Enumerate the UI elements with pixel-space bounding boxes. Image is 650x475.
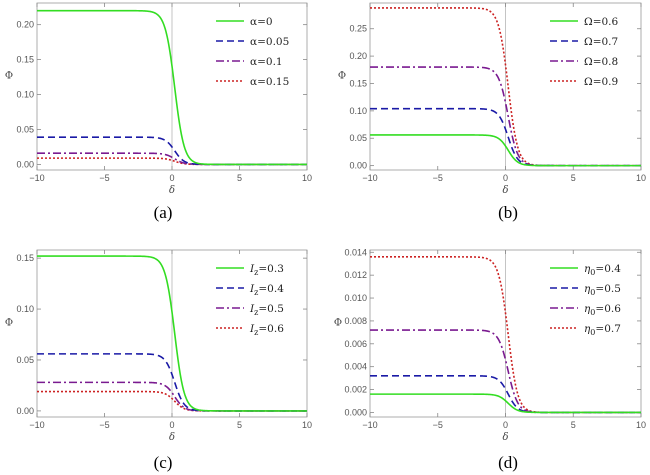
- series-line-1: [37, 255, 307, 412]
- chart-panel-3: −10 −5 0 5 10 0.00 0.05 0.10 0.15 δ Φ Iz=0.3 Iz=0.4 I…: [5, 249, 312, 472]
- x-axis-label: δ: [169, 185, 175, 196]
- legend-entry-label: η0=0.7: [584, 323, 621, 337]
- y-tick-label: 0.012: [344, 270, 367, 280]
- series-line-1: [370, 134, 641, 167]
- x-tick-label: 5: [571, 420, 576, 430]
- legend-entry-label: α=0.05: [250, 36, 289, 48]
- panel-caption: (b): [498, 203, 518, 222]
- y-tick-label: 0.05: [349, 133, 367, 143]
- series-line-1: [370, 393, 641, 414]
- y-tick-label: 0.25: [349, 24, 367, 34]
- x-tick-label: 10: [636, 420, 646, 430]
- chart-panel-1: −10 −5 0 5 10 0.00 0.05 0.10 0.15 0.20 δ Φα=0 α=0.05…: [5, 2, 312, 222]
- legend-entry-label: α=0: [250, 16, 273, 28]
- x-tick-label: 10: [302, 420, 312, 430]
- legend-entry-label: η0=0.4: [584, 263, 621, 277]
- y-axis-label: Φ: [5, 71, 13, 82]
- legend-entry-label: Iz=0.6: [249, 323, 284, 337]
- y-tick-label: 0.00: [16, 159, 34, 169]
- y-tick-label: 0.000: [344, 407, 367, 417]
- y-tick-label: 0.006: [344, 339, 367, 349]
- legend-entry-label: Ω=0.9: [584, 76, 618, 88]
- legend-entry-label: Iz=0.4: [249, 283, 284, 297]
- y-axis-label: Φ: [5, 318, 13, 329]
- panel-caption: (d): [498, 453, 518, 472]
- y-tick-label: 0.20: [16, 20, 34, 30]
- legend-entry-label: α=0.1: [250, 56, 283, 68]
- chart-panel-2: −10 −5 0 5 10 0.00 0.05 0.10 0.15 0.20 0.25 δ Φ Ω=0.6…: [338, 2, 646, 222]
- y-tick-label: 0.15: [16, 253, 34, 263]
- y-tick-label: 0.00: [349, 161, 367, 171]
- series-line-1: [37, 9, 307, 166]
- x-tick-label: 5: [571, 173, 576, 183]
- y-tick-label: 0.010: [344, 293, 367, 303]
- y-tick-label: 0.004: [344, 362, 367, 372]
- y-tick-label: 0.00: [16, 406, 34, 416]
- x-tick-label: −5: [99, 420, 109, 430]
- y-tick-label: 0.10: [16, 304, 34, 314]
- x-tick-label: 0: [503, 173, 508, 183]
- x-tick-label: −10: [362, 173, 377, 183]
- x-tick-label: −10: [29, 173, 44, 183]
- panel-caption: (a): [154, 203, 173, 222]
- x-tick-label: 10: [302, 173, 312, 183]
- legend-entry-label: Ω=0.7: [584, 36, 618, 48]
- panel-caption: (c): [154, 453, 173, 472]
- y-tick-label: 0.05: [16, 124, 34, 134]
- y-tick-label: 0.15: [16, 55, 34, 65]
- y-tick-label: 0.002: [344, 385, 367, 395]
- chart-panel-4: −10 −5 0 5 10 0.000 0.002 0.004 0.006 0.008 0.010 0…: [334, 247, 646, 472]
- legend-entry-label: Iz=0.3: [249, 263, 284, 277]
- y-tick-label: 0.05: [16, 355, 34, 365]
- x-tick-label: −5: [433, 420, 443, 430]
- legend-entry-label: η0=0.6: [584, 303, 621, 317]
- x-tick-label: −5: [433, 173, 443, 183]
- y-tick-label: 0.10: [349, 106, 367, 116]
- x-tick-label: −5: [99, 173, 109, 183]
- y-axis-label: Φ: [334, 318, 342, 329]
- y-axis-label: Φ: [338, 71, 346, 82]
- legend-entry-label: Ω=0.8: [584, 56, 618, 68]
- x-tick-label: 5: [237, 173, 242, 183]
- x-tick-label: 0: [503, 420, 508, 430]
- y-tick-label: 0.10: [16, 90, 34, 100]
- series-line-4: [37, 390, 307, 412]
- x-axis-label: δ: [169, 432, 175, 443]
- series-line-4: [370, 256, 641, 414]
- x-tick-label: 0: [169, 173, 174, 183]
- x-axis-label: δ: [502, 185, 508, 196]
- x-tick-label: −10: [29, 420, 44, 430]
- x-tick-label: −10: [362, 420, 377, 430]
- x-tick-label: 10: [636, 173, 646, 183]
- legend-entry-label: Iz=0.5: [249, 303, 284, 317]
- legend-entry-label: η0=0.5: [584, 283, 621, 297]
- x-tick-label: 0: [169, 420, 174, 430]
- legend-entry-label: Ω=0.6: [584, 16, 619, 28]
- y-tick-label: 0.15: [349, 78, 367, 88]
- y-tick-label: 0.20: [349, 51, 367, 61]
- x-axis-label: δ: [502, 432, 508, 443]
- x-tick-label: 5: [237, 420, 242, 430]
- y-tick-label: 0.014: [344, 247, 367, 257]
- legend-entry-label: α=0.15: [250, 76, 289, 88]
- y-tick-label: 0.008: [344, 316, 367, 326]
